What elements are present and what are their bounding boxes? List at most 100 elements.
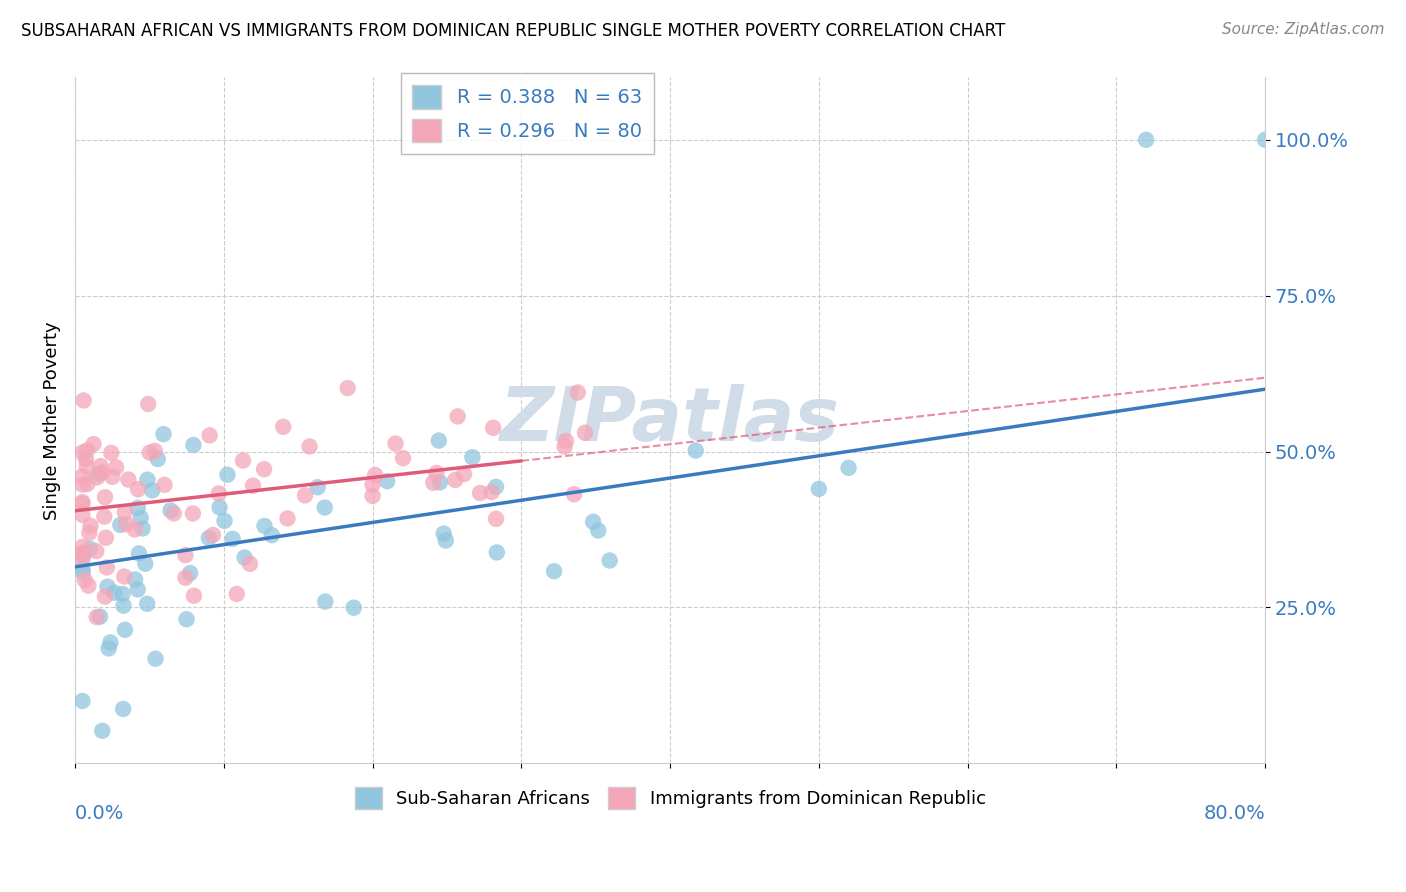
Point <box>127 482 149 496</box>
Point <box>136 597 159 611</box>
Point <box>163 507 186 521</box>
Point <box>217 467 239 482</box>
Point <box>485 480 508 494</box>
Point <box>100 446 122 460</box>
Point <box>183 438 205 452</box>
Point <box>72 561 94 575</box>
Point <box>86 610 108 624</box>
Point <box>72 495 94 509</box>
Point <box>101 470 124 484</box>
Point <box>153 478 176 492</box>
Point <box>114 505 136 519</box>
Point <box>461 450 484 465</box>
Point <box>96 580 118 594</box>
Point <box>384 436 406 450</box>
Point <box>73 573 96 587</box>
Point <box>361 489 384 503</box>
Point <box>72 540 94 554</box>
Point <box>139 445 162 459</box>
Point <box>97 641 120 656</box>
Point <box>72 553 94 567</box>
Point <box>136 473 159 487</box>
Point <box>208 500 231 515</box>
Point <box>79 525 101 540</box>
Point <box>72 546 94 560</box>
Point <box>112 599 135 613</box>
Point <box>84 544 107 558</box>
Point <box>96 560 118 574</box>
Point <box>174 571 197 585</box>
Point <box>214 514 236 528</box>
Point <box>314 594 336 608</box>
Point <box>375 474 398 488</box>
Point <box>91 723 114 738</box>
Point <box>253 519 276 533</box>
Point <box>174 548 197 562</box>
Point <box>105 460 128 475</box>
Point <box>225 587 247 601</box>
Point <box>72 393 94 408</box>
Point <box>294 488 316 502</box>
Point <box>271 419 294 434</box>
Point <box>574 425 596 440</box>
Text: ZIPatlas: ZIPatlas <box>501 384 839 457</box>
Point <box>94 590 117 604</box>
Point <box>298 440 321 454</box>
Point <box>233 550 256 565</box>
Point <box>124 523 146 537</box>
Point <box>127 500 149 515</box>
Point <box>129 510 152 524</box>
Text: Source: ZipAtlas.com: Source: ZipAtlas.com <box>1222 22 1385 37</box>
Point <box>89 609 111 624</box>
Point <box>427 434 450 448</box>
Point <box>83 437 105 451</box>
Point <box>481 485 503 500</box>
Point <box>127 582 149 597</box>
Point <box>543 564 565 578</box>
Point <box>183 589 205 603</box>
Point <box>208 486 231 500</box>
Point <box>159 503 181 517</box>
Point <box>807 482 830 496</box>
Point <box>146 452 169 467</box>
Point <box>100 635 122 649</box>
Point <box>201 528 224 542</box>
Legend: Sub-Saharan Africans, Immigrants from Dominican Republic: Sub-Saharan Africans, Immigrants from Do… <box>347 780 993 816</box>
Point <box>242 479 264 493</box>
Point <box>364 468 387 483</box>
Point <box>562 487 585 501</box>
Point <box>136 397 159 411</box>
Point <box>72 508 94 522</box>
Point <box>453 467 475 481</box>
Point <box>554 440 576 454</box>
Point <box>444 473 467 487</box>
Point <box>198 428 221 442</box>
Point <box>239 557 262 571</box>
Point <box>485 512 508 526</box>
Point <box>260 528 283 542</box>
Point <box>198 531 221 545</box>
Point <box>110 517 132 532</box>
Point <box>90 459 112 474</box>
Point <box>76 443 98 458</box>
Point <box>447 409 470 424</box>
Point <box>422 475 444 490</box>
Point <box>434 533 457 548</box>
Point <box>468 486 491 500</box>
Point <box>79 518 101 533</box>
Point <box>72 546 94 560</box>
Point <box>111 587 134 601</box>
Point <box>76 477 98 491</box>
Point <box>76 459 98 474</box>
Point <box>134 557 156 571</box>
Point <box>685 443 707 458</box>
Point <box>124 573 146 587</box>
Y-axis label: Single Mother Poverty: Single Mother Poverty <box>44 321 60 520</box>
Point <box>75 452 97 467</box>
Point <box>152 427 174 442</box>
Point <box>72 497 94 511</box>
Point <box>1135 133 1157 147</box>
Point <box>588 524 610 538</box>
Point <box>112 569 135 583</box>
Point <box>72 694 94 708</box>
